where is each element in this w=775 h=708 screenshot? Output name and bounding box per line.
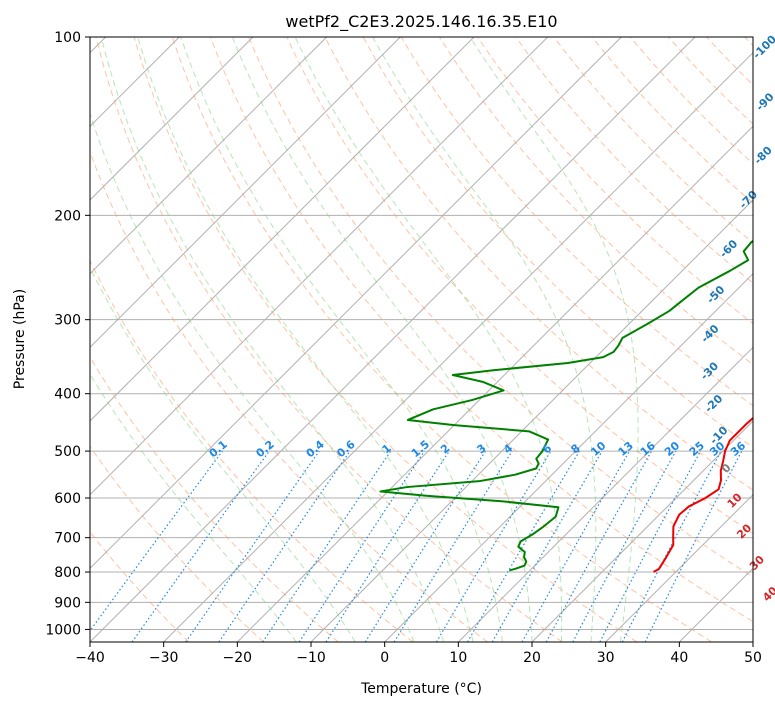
dry-adiabat-line — [95, 37, 563, 642]
dry-adiabat-line — [477, 37, 753, 325]
moist-adiabat-line — [90, 266, 356, 642]
x-tick-label: −40 — [75, 650, 105, 666]
x-tick-label: −10 — [296, 650, 326, 666]
moist-adiabat-line — [294, 37, 563, 642]
temperature-profile-line — [653, 416, 753, 573]
x-tick-label: −30 — [149, 650, 179, 666]
mixing-ratio-line — [325, 450, 450, 642]
y-tick-label: 900 — [54, 595, 81, 611]
mixing-ratio-line — [393, 450, 513, 642]
mixing-ratio-line — [435, 450, 552, 642]
moist-adiabat-line — [372, 37, 597, 642]
x-tick-label: 10 — [449, 650, 467, 666]
dry-adiabat-line — [133, 37, 638, 642]
mixing-ratio-line — [131, 450, 270, 642]
dry-adiabat-line — [171, 37, 712, 642]
isotherm-line — [90, 37, 254, 201]
x-axis-label: Temperature (°C) — [360, 681, 482, 697]
dry-adiabat-line — [248, 37, 753, 578]
isotherm-line — [90, 37, 328, 275]
moist-adiabat-line — [137, 37, 474, 642]
mixing-ratio-line — [572, 450, 677, 642]
mixing-ratio-line — [364, 450, 486, 642]
dry-adiabat-line — [400, 37, 753, 407]
plot-frame — [89, 36, 754, 643]
isotherm-line — [90, 37, 549, 496]
y-tick-label: 800 — [54, 565, 81, 581]
moist-adiabat-line — [469, 37, 639, 642]
y-axis-ticks: 100 200 300 400 500 600 700 800 900 1000 — [45, 30, 90, 638]
dry-adiabat-line — [324, 37, 753, 491]
mixing-ratio-line — [521, 450, 631, 642]
isotherm-line — [163, 51, 753, 642]
x-tick-label: 40 — [670, 650, 688, 666]
moist-adiabat-line — [100, 37, 445, 642]
plot-background — [90, 37, 753, 642]
x-tick-label: −20 — [223, 650, 253, 666]
moist-adiabat-line — [231, 37, 533, 642]
isotherm-line — [384, 272, 753, 642]
y-axis-label: Pressure (hPa) — [12, 289, 28, 389]
x-tick-label: 50 — [744, 650, 762, 666]
y-tick-label: 700 — [54, 531, 81, 547]
y-tick-label: 500 — [54, 444, 81, 460]
y-tick-label: 300 — [54, 313, 81, 329]
mixing-ratio-line — [491, 450, 603, 642]
dry-adiabat-line — [90, 445, 264, 642]
isotherm-line — [90, 37, 401, 349]
dry-adiabat-line — [90, 259, 414, 642]
dry-adiabat-line — [591, 37, 753, 204]
pressure-gridlines — [90, 36, 753, 630]
isotherm-line — [236, 125, 753, 642]
y-tick-label: 400 — [54, 387, 81, 403]
mixing-ratio-lines — [90, 450, 743, 642]
x-axis-ticks: −40 −30 −20 −10 0 10 20 30 40 50 — [75, 642, 762, 666]
chart-title: wetPf2_C2E3.2025.146.16.35.E10 — [285, 12, 557, 32]
mixing-ratio-line — [185, 450, 320, 642]
moist-adiabat-line — [90, 373, 297, 642]
mixing-ratio-line — [545, 450, 653, 642]
isotherm-line — [531, 420, 753, 642]
x-tick-label: 0 — [380, 650, 389, 666]
isotherm-line — [605, 493, 753, 642]
x-tick-label: 30 — [597, 650, 615, 666]
dry-adiabat-line — [515, 37, 753, 284]
y-tick-label: 1000 — [45, 622, 81, 638]
x-tick-label: 20 — [523, 650, 541, 666]
y-tick-label: 600 — [54, 491, 81, 507]
mixing-ratio-line — [218, 450, 351, 642]
isotherm-line — [90, 37, 475, 422]
mixing-ratio-line — [466, 450, 580, 642]
y-tick-label: 100 — [54, 30, 81, 46]
isotherm-line — [90, 37, 622, 570]
dry-adiabat-line — [362, 37, 753, 449]
mixing-ratio-line — [90, 450, 223, 632]
isotherm-line — [457, 346, 753, 642]
dewpoint-profile-line — [379, 239, 753, 572]
sounding-profiles — [379, 239, 753, 573]
moist-adiabat-lines — [90, 37, 639, 642]
y-tick-label: 200 — [54, 208, 81, 224]
moist-adiabat-line — [180, 37, 504, 642]
moist-adiabat-line — [90, 112, 415, 642]
dry-adiabat-line — [629, 37, 753, 165]
isotherm-line — [90, 37, 696, 642]
